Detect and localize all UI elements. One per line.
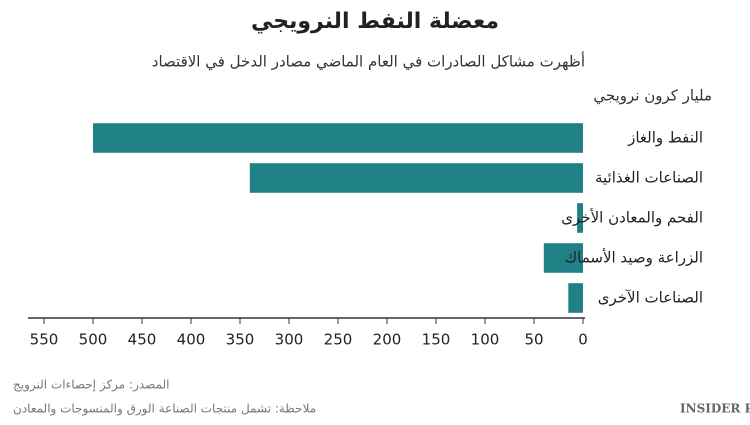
- y-tick-label: الفحم والمعادن الأخرى: [561, 208, 703, 227]
- x-tick-label: 550: [30, 331, 59, 349]
- x-tick-label: 300: [275, 331, 304, 349]
- x-tick-label: 0: [578, 331, 588, 349]
- chart-subtitle: أظهرت مشاكل الصادرات في العام الماضي مصا…: [152, 52, 585, 72]
- x-tick-label: 50: [524, 331, 543, 349]
- y-tick-label: الزراعة وصيد الأسماك: [565, 248, 703, 267]
- x-tick-label: 400: [177, 331, 206, 349]
- note: ملاحظة: تشمل منتجات الصناعة الورق والمنس…: [13, 402, 316, 417]
- y-tick-label: النفط والغاز: [627, 129, 703, 147]
- source: المصدر: مركز إحصاءات النرويج: [13, 378, 170, 393]
- x-tick-label: 150: [422, 331, 451, 349]
- bar: [93, 123, 583, 153]
- x-tick-label: 100: [471, 331, 500, 349]
- x-tick-label: 350: [226, 331, 255, 349]
- y-tick-label: الصناعات الغذائية: [595, 169, 703, 187]
- bar: [543, 243, 583, 273]
- bar: [249, 163, 584, 193]
- x-tick-label: 200: [373, 331, 402, 349]
- bar: [577, 203, 583, 233]
- y-tick-label: الصناعات الآخرى: [598, 289, 703, 307]
- x-tick-label: 250: [324, 331, 353, 349]
- x-tick-label: 500: [79, 331, 108, 349]
- bar: [568, 283, 583, 313]
- logo: INSIDER PRO: [680, 402, 750, 416]
- chart-title: معضلة النفط النرويجي: [251, 9, 499, 34]
- x-tick-label: 450: [128, 331, 157, 349]
- unit-label: مليار كرون نرويجي: [593, 87, 712, 106]
